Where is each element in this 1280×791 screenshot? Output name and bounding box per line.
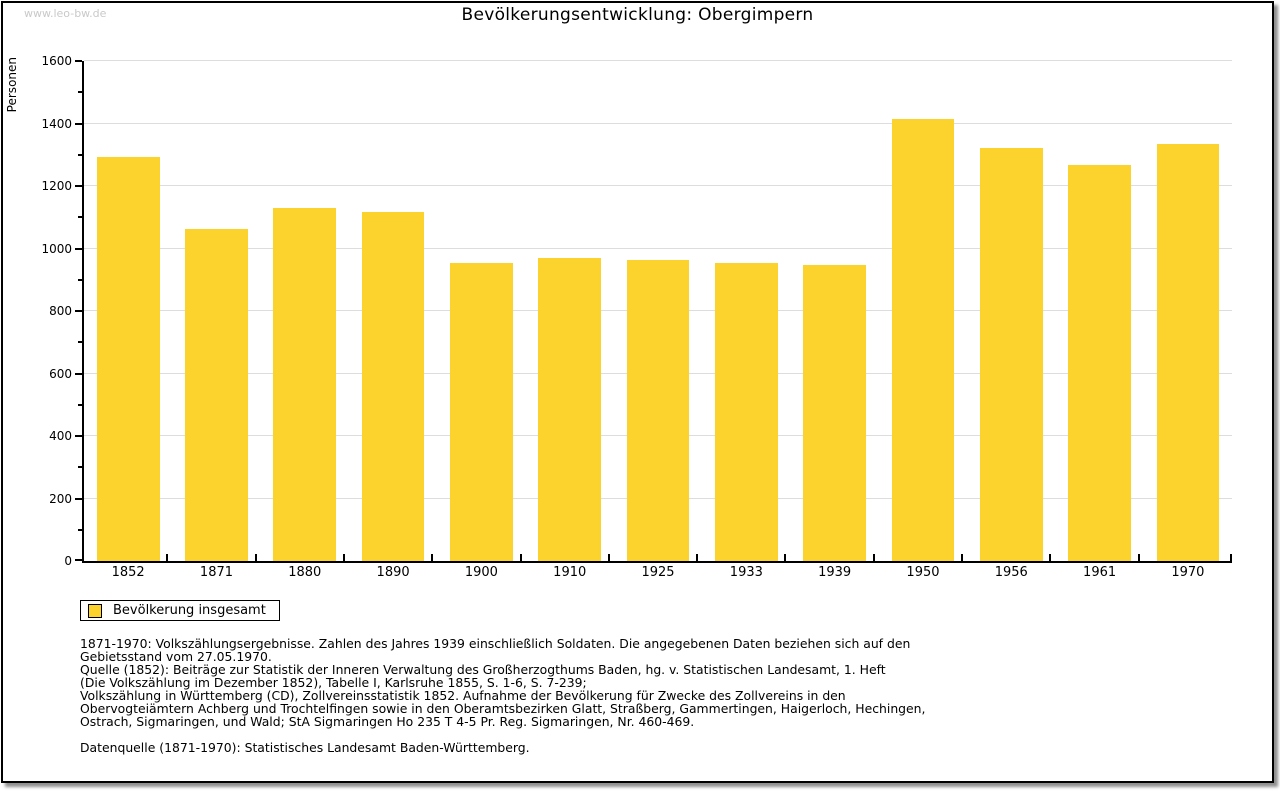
- y-axis-tick-label: 600: [49, 367, 72, 381]
- x-axis-label: 1852: [111, 565, 145, 580]
- y-axis-tick: [75, 435, 82, 437]
- plot-area: 0 200 400 600 800 1000 1200 1400 1600: [41, 54, 1232, 568]
- x-axis-tick: [784, 554, 786, 561]
- bar-cell: [967, 61, 1055, 561]
- bar-1880: [273, 208, 337, 561]
- x-axis-label: 1925: [641, 565, 675, 580]
- x-axis-label: 1890: [376, 565, 410, 580]
- bar-1871: [185, 229, 248, 561]
- legend-swatch-icon: [88, 603, 102, 618]
- y-axis-tick-label: 400: [49, 429, 72, 443]
- x-axis-label: 1900: [464, 565, 498, 580]
- y-axis-tick-label: 1400: [41, 117, 72, 131]
- y-axis-tick: [75, 310, 82, 312]
- bar-1970: [1156, 144, 1220, 561]
- datasource: Datenquelle (1871-1970): Statistisches L…: [80, 740, 530, 755]
- bar-1961: [1068, 165, 1131, 561]
- gridline: [84, 60, 1232, 61]
- x-axis-tick: [431, 554, 433, 561]
- x-axis-tick: [873, 554, 875, 561]
- y-axis-tick: [75, 185, 82, 187]
- bar-1956: [979, 148, 1043, 561]
- bar-1950: [891, 119, 955, 561]
- y-axis-tick: [78, 279, 82, 281]
- bar-cell: [84, 61, 172, 561]
- y-axis-tick: [75, 373, 82, 375]
- x-axis-tick: [608, 554, 610, 561]
- footnotes: 1871-1970: Volkszählungsergebnisse. Zahl…: [80, 636, 926, 729]
- y-axis-tick: [75, 248, 82, 250]
- y-axis-tick: [78, 216, 82, 218]
- x-axis-label: 1970: [1171, 565, 1205, 580]
- y-axis-tick: [75, 60, 82, 62]
- x-axis-label: 1910: [553, 565, 587, 580]
- x-axis-label: 1961: [1083, 565, 1117, 580]
- legend-label: Bevölkerung insgesamt: [113, 603, 266, 618]
- y-axis-tick-label: 0: [64, 554, 72, 568]
- x-axis-tick: [520, 554, 522, 561]
- bar-cell: [791, 61, 879, 561]
- bar-cell: [437, 61, 525, 561]
- chart-title: Bevölkerungsentwicklung: Obergimpern: [461, 5, 814, 25]
- x-axis-tick: [961, 554, 963, 561]
- y-axis-tick-label: 1600: [41, 54, 72, 68]
- bar-1910: [538, 258, 602, 561]
- y-axis-tick: [75, 498, 82, 500]
- bar-1925: [626, 260, 690, 561]
- x-axis-tick: [255, 554, 257, 561]
- bar-cell: [1055, 61, 1143, 561]
- y-axis-tick: [78, 466, 82, 468]
- bar-cell: [261, 61, 349, 561]
- gridline: [84, 185, 1232, 186]
- bar-1890: [361, 212, 425, 561]
- bar-cell: [349, 61, 437, 561]
- bar-cell: [614, 61, 702, 561]
- y-axis-tick: [78, 91, 82, 93]
- bar-1852: [96, 157, 160, 561]
- y-axis-title: Personen: [5, 57, 19, 113]
- bar-cell: [1144, 61, 1232, 561]
- bar-1939: [803, 265, 866, 561]
- y-axis-tick: [75, 123, 82, 125]
- y-axis-tick: [78, 529, 82, 531]
- bar-1900: [450, 263, 513, 561]
- y-axis-tick: [78, 154, 82, 156]
- y-axis-tick-label: 800: [49, 304, 72, 318]
- bar-cell: [702, 61, 790, 561]
- bar-cell: [172, 61, 260, 561]
- x-axis-tick: [1230, 554, 1232, 561]
- y-axis-tick: [75, 559, 82, 561]
- y-axis-tick: [78, 404, 82, 406]
- bar-cell: [526, 61, 614, 561]
- x-axis-tick: [1138, 554, 1140, 561]
- bars-row: [84, 61, 1232, 561]
- watermark: www.leo-bw.de: [24, 7, 107, 20]
- x-axis-tick: [343, 554, 345, 561]
- bar-cell: [879, 61, 967, 561]
- gridline: [84, 248, 1232, 249]
- y-axis-tick-label: 1000: [41, 242, 72, 256]
- x-labels-row: 1852 1871 1880 1890 1900 1910 1925 1933 1939 1950…: [84, 565, 1232, 580]
- x-axis-tick: [1049, 554, 1051, 561]
- x-axis-tick: [696, 554, 698, 561]
- legend: Bevölkerung insgesamt: [80, 600, 280, 621]
- bar-1933: [715, 263, 778, 561]
- y-axis-tick: [78, 341, 82, 343]
- y-axis-tick-label: 1200: [41, 179, 72, 193]
- x-axis-label: 1880: [288, 565, 322, 580]
- x-axis-label: 1950: [906, 565, 940, 580]
- y-axis-tick-label: 200: [49, 492, 72, 506]
- x-axis-label: 1956: [994, 565, 1028, 580]
- x-axis-label: 1871: [199, 565, 234, 580]
- x-axis-label: 1939: [818, 565, 852, 580]
- x-axis-tick: [166, 554, 168, 561]
- gridline: [84, 123, 1232, 124]
- x-axis-label: 1933: [729, 565, 763, 580]
